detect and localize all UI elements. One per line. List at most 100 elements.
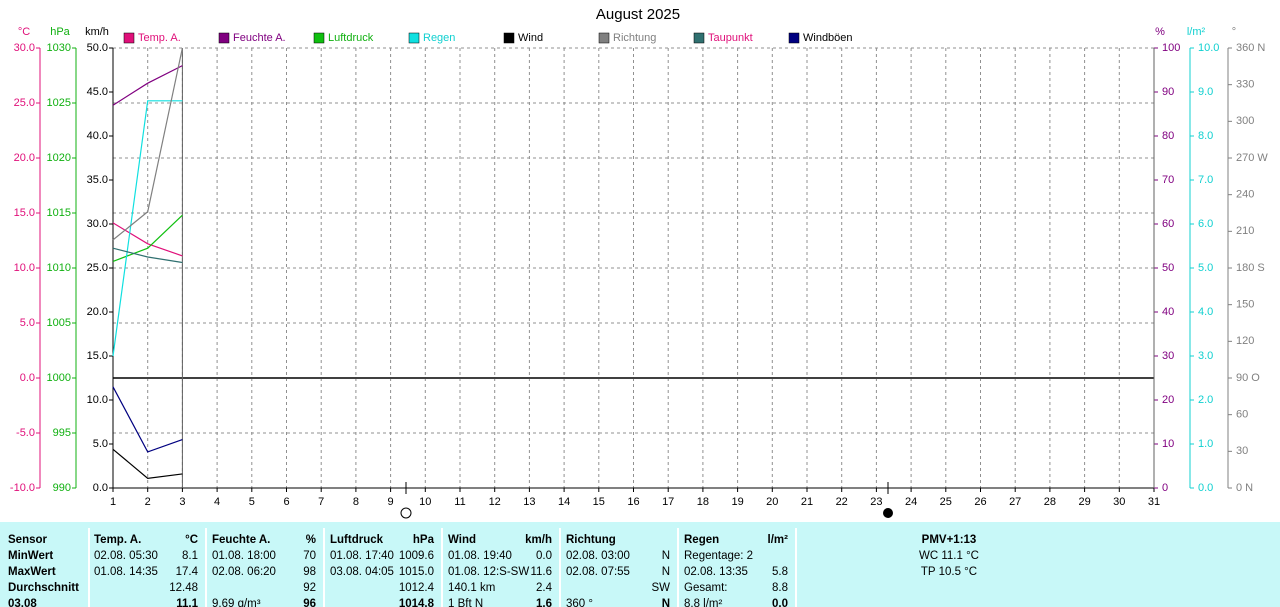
legend-label: Taupunkt (708, 32, 753, 44)
table-cell: Gesamt: (684, 582, 727, 594)
table-cell: Richtung (566, 534, 616, 546)
y-tick-label: 1015 (47, 207, 71, 219)
table-cell: 1014.8 (399, 598, 435, 607)
y-tick-label: 10.0 (87, 394, 108, 406)
y-tick-label: 1000 (47, 372, 71, 384)
x-tick-label: 30 (1113, 496, 1125, 508)
y-tick-label: 180 S (1236, 262, 1265, 274)
y-tick-label: 8.0 (1198, 130, 1213, 142)
axis-unit: km/h (85, 26, 109, 38)
y-tick-label: 40 (1162, 306, 1174, 318)
legend-swatch (313, 32, 325, 44)
y-tick-label: 20 (1162, 394, 1174, 406)
table-cell: 1 Bft N (448, 598, 483, 607)
x-tick-label: 23 (870, 496, 882, 508)
y-tick-label: 1020 (47, 152, 71, 164)
table-cell: 360 ° (566, 598, 593, 607)
table-cell: Sensor (8, 534, 48, 546)
y-tick-label: -10.0 (10, 482, 35, 494)
y-tick-label: 90 (1162, 86, 1174, 98)
table-cell: % (306, 534, 316, 546)
legend-swatch (218, 32, 230, 44)
axis-unit: l/m² (1187, 26, 1206, 38)
y-tick-label: 10.0 (1198, 42, 1219, 54)
y-tick-label: 30.0 (14, 42, 35, 54)
y-tick-label: 60 (1236, 409, 1248, 421)
x-tick-label: 3 (179, 496, 185, 508)
table-cell: hPa (413, 534, 435, 546)
y-tick-label: 50.0 (87, 42, 108, 54)
table-cell: 92 (303, 582, 316, 594)
y-tick-label: 2.0 (1198, 394, 1213, 406)
x-tick-label: 27 (1009, 496, 1021, 508)
y-tick-label: 995 (53, 427, 71, 439)
series-line (112, 214, 183, 262)
table-cell: 02.08. 06:20 (212, 566, 276, 578)
table-cell: WC 11.1 °C (919, 550, 979, 562)
x-tick-label: 1 (110, 496, 116, 508)
x-tick-label: 8 (353, 496, 359, 508)
table-cell: Wind (448, 534, 476, 546)
legend-swatch (408, 32, 420, 44)
legend-label: Feuchte A. (233, 32, 286, 44)
series-line (112, 65, 183, 106)
axis-unit: % (1155, 26, 1165, 38)
table-cell: 12.48 (169, 582, 198, 594)
y-tick-label: 30 (1162, 350, 1174, 362)
x-tick-label: 13 (523, 496, 535, 508)
table-cell: 11.6 (530, 566, 552, 578)
x-tick-label: 31 (1148, 496, 1160, 508)
table-cell: MinWert (8, 550, 53, 562)
y-tick-label: 6.0 (1198, 218, 1213, 230)
series-line (112, 247, 183, 264)
y-tick-label: 1030 (47, 42, 71, 54)
table-cell: 2.4 (536, 582, 553, 594)
y-tick-label: 0.0 (20, 372, 35, 384)
y-tick-label: 1010 (47, 262, 71, 274)
x-tick-label: 4 (214, 496, 220, 508)
y-tick-label: 5.0 (1198, 262, 1213, 274)
y-tick-label: 70 (1162, 174, 1174, 186)
y-tick-label: 1025 (47, 97, 71, 109)
x-tick-label: 25 (940, 496, 952, 508)
table-cell: 01.08. 18:00 (212, 550, 276, 562)
y-tick-label: 150 (1236, 299, 1254, 311)
table-cell: 02.08. 13:35 (684, 566, 748, 578)
table-cell: N (662, 598, 670, 607)
table-cell: 1009.6 (399, 550, 434, 562)
legend-label: Temp. A. (138, 32, 181, 44)
y-tick-label: 25.0 (87, 262, 108, 274)
table-cell: Temp. A. (94, 534, 141, 546)
legend-swatch (788, 32, 800, 44)
legend-swatch (693, 32, 705, 44)
table-cell: 1012.4 (399, 582, 435, 594)
table-cell: 96 (303, 598, 316, 607)
table-cell: N (662, 566, 670, 578)
y-tick-label: 300 (1236, 115, 1254, 127)
y-tick-label: 330 (1236, 79, 1254, 91)
y-tick-label: 20.0 (87, 306, 108, 318)
table-cell: Feuchte A. (212, 534, 270, 546)
y-tick-label: 3.0 (1198, 350, 1213, 362)
table-cell: Regen (684, 534, 719, 546)
table-cell: 8.8 l/m² (684, 598, 723, 607)
chart-title: August 2025 (596, 6, 680, 23)
legend-label: Richtung (613, 32, 656, 44)
y-tick-label: 1005 (47, 317, 71, 329)
y-tick-label: 210 (1236, 225, 1254, 237)
legend-label: Regen (423, 32, 455, 44)
axis-unit: °C (18, 26, 30, 38)
y-tick-label: 50 (1162, 262, 1174, 274)
table-cell: °C (185, 534, 198, 546)
axis-unit: ° (1232, 26, 1236, 38)
y-tick-label: 5.0 (20, 317, 35, 329)
table-cell: 01.08. 19:40 (448, 550, 512, 562)
y-tick-label: 4.0 (1198, 306, 1213, 318)
x-tick-label: 22 (836, 496, 848, 508)
y-tick-label: 60 (1162, 218, 1174, 230)
y-tick-label: 20.0 (14, 152, 35, 164)
table-cell: MaxWert (8, 566, 56, 578)
y-tick-label: 0 N (1236, 482, 1253, 494)
legend-label: Luftdruck (328, 32, 374, 44)
y-tick-label: 30.0 (87, 218, 108, 230)
